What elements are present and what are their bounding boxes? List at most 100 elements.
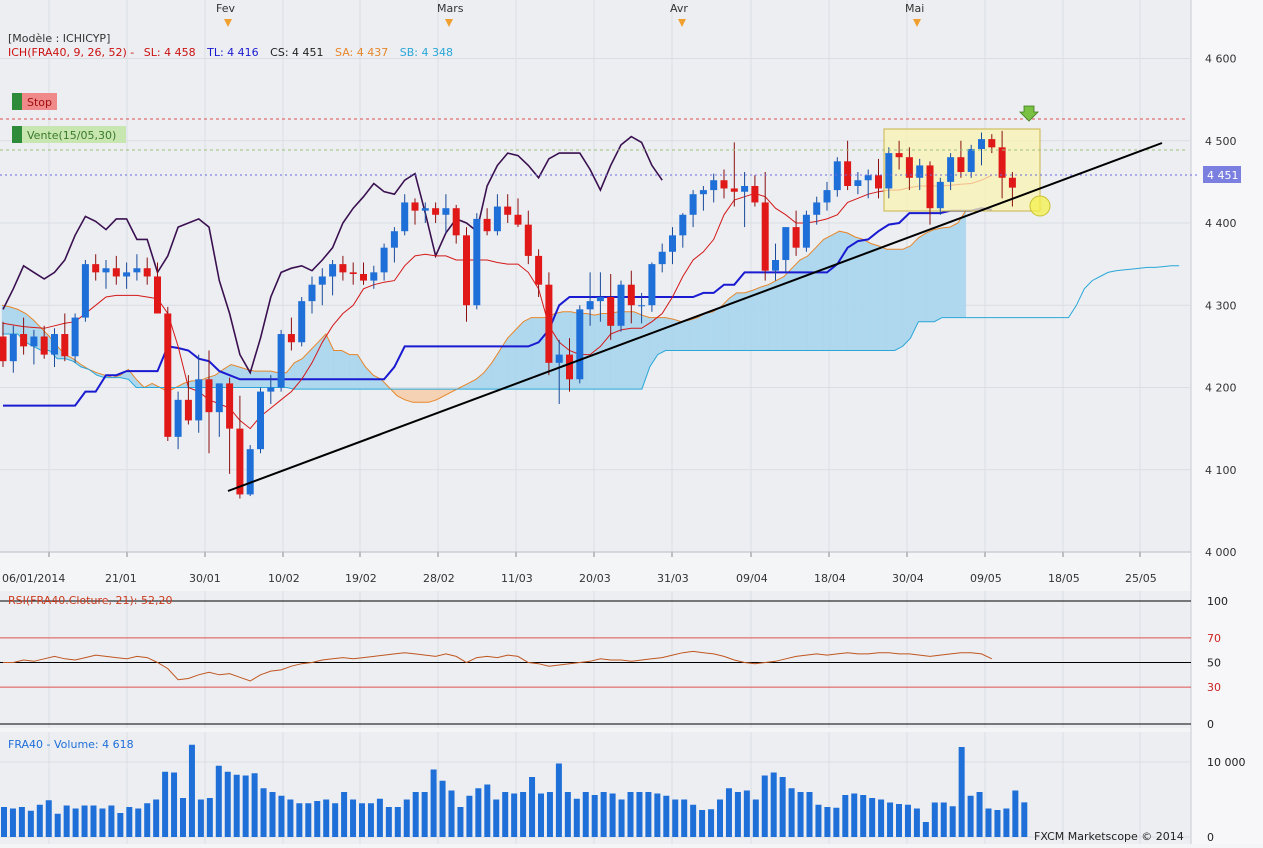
- volume-bar: [833, 807, 840, 837]
- volume-bar: [752, 799, 759, 837]
- senkou-span-a-line: [1, 210, 967, 403]
- sell-order-label: Vente(15/05,30): [27, 129, 116, 142]
- month-marker-label: Mai: [905, 2, 924, 15]
- candle-body: [741, 185, 749, 192]
- candle-body: [710, 180, 718, 191]
- volume-bar: [1012, 790, 1019, 837]
- candle-body: [905, 157, 913, 178]
- volume-bar: [99, 808, 106, 837]
- candle-body: [30, 336, 38, 347]
- candle-body: [957, 157, 965, 173]
- cloud-segment: [878, 245, 888, 351]
- candle-body: [401, 202, 409, 232]
- candle-body: [92, 264, 100, 273]
- x-tick-label: 10/02: [268, 572, 300, 585]
- volume-bar: [215, 765, 222, 837]
- volume-bar: [699, 810, 706, 837]
- volume-bar: [931, 802, 938, 837]
- candle-body: [483, 218, 491, 232]
- trendline[interactable]: [227, 142, 1163, 492]
- ichimoku-name: ICH(FRA40, 9, 26, 52) -: [8, 46, 134, 59]
- candle-body: [1008, 177, 1016, 188]
- candle-body: [236, 428, 244, 495]
- month-marker-icon: [913, 19, 921, 27]
- cloud-segment: [712, 306, 722, 351]
- candle-body: [123, 272, 131, 277]
- volume-bar: [359, 803, 365, 837]
- candle-body: [226, 383, 234, 429]
- cloud-segment: [949, 222, 959, 318]
- candle-body: [576, 309, 584, 380]
- stop-order-tag[interactable]: Stop: [12, 93, 57, 110]
- sell-order-handle[interactable]: [12, 126, 22, 143]
- cloud-segment: [704, 311, 714, 351]
- candle-body: [267, 387, 275, 392]
- volume-bar: [672, 799, 679, 837]
- sl-value: 4 458: [164, 46, 196, 59]
- volume-tick-label: 0: [1207, 831, 1214, 844]
- volume-bar: [305, 803, 312, 837]
- candle-body: [298, 301, 306, 343]
- volume-bar: [797, 792, 804, 837]
- candle-body: [339, 264, 347, 273]
- volume-bar: [529, 777, 536, 837]
- candle-body: [998, 147, 1006, 178]
- cloud-segment: [665, 317, 674, 351]
- candle-body: [947, 157, 955, 182]
- candle-body: [329, 264, 337, 277]
- volume-bar: [502, 792, 509, 837]
- candle-body: [308, 284, 316, 302]
- sl-label: SL:: [144, 46, 164, 59]
- cloud-segment: [823, 234, 832, 351]
- sell-order-tag[interactable]: Vente(15/05,30): [12, 126, 126, 143]
- sa-label: SA:: [335, 46, 357, 59]
- volume-bar: [725, 788, 732, 837]
- volume-bar: [90, 805, 97, 837]
- sb-label: SB:: [400, 46, 422, 59]
- candle-body: [9, 334, 17, 362]
- volume-bar: [135, 808, 142, 837]
- volume-bar: [627, 792, 634, 837]
- volume-bar: [81, 805, 88, 837]
- cloud-segment: [420, 388, 429, 403]
- stop-order-handle[interactable]: [12, 93, 22, 110]
- candle-body: [349, 272, 357, 274]
- volume-bar: [394, 807, 401, 837]
- y-axis-area: [1191, 0, 1263, 844]
- grid-layer: [0, 0, 1191, 844]
- y-tick-label: 4 000: [1205, 546, 1237, 559]
- volume-bar: [430, 769, 437, 837]
- volume-bar: [323, 799, 330, 837]
- candle-body: [463, 235, 470, 306]
- cloud-segment: [9, 306, 19, 335]
- volume-bar: [913, 808, 920, 837]
- cloud-segment: [847, 232, 856, 351]
- cloud-segment: [902, 245, 911, 347]
- volume-bar: [788, 788, 795, 837]
- candle-body: [627, 284, 635, 306]
- cloud-segment: [886, 249, 895, 351]
- volume-bar: [296, 803, 303, 837]
- volume-bar: [162, 771, 169, 837]
- volume-bar: [734, 792, 741, 837]
- candle-body: [720, 180, 728, 189]
- candle-body: [730, 188, 738, 192]
- candle-body: [164, 313, 172, 437]
- candle-body: [51, 334, 58, 355]
- candle-body: [514, 214, 522, 225]
- month-marker-icon: [678, 19, 686, 27]
- volume-bar: [618, 799, 625, 837]
- volume-bar: [600, 792, 607, 837]
- volume-bar: [224, 771, 231, 837]
- candle-body: [174, 399, 182, 437]
- cloud-segment: [807, 247, 816, 351]
- cloud-segment: [870, 243, 880, 351]
- x-tick-label: 09/04: [736, 572, 768, 585]
- candle-body: [885, 153, 893, 189]
- candle-body: [833, 161, 841, 191]
- volume-bar: [385, 807, 392, 837]
- y-tick-label: 4 600: [1205, 53, 1237, 66]
- x-tick-label: 09/05: [970, 572, 1002, 585]
- cloud-segment: [633, 311, 643, 390]
- x-tick-label: 19/02: [345, 572, 377, 585]
